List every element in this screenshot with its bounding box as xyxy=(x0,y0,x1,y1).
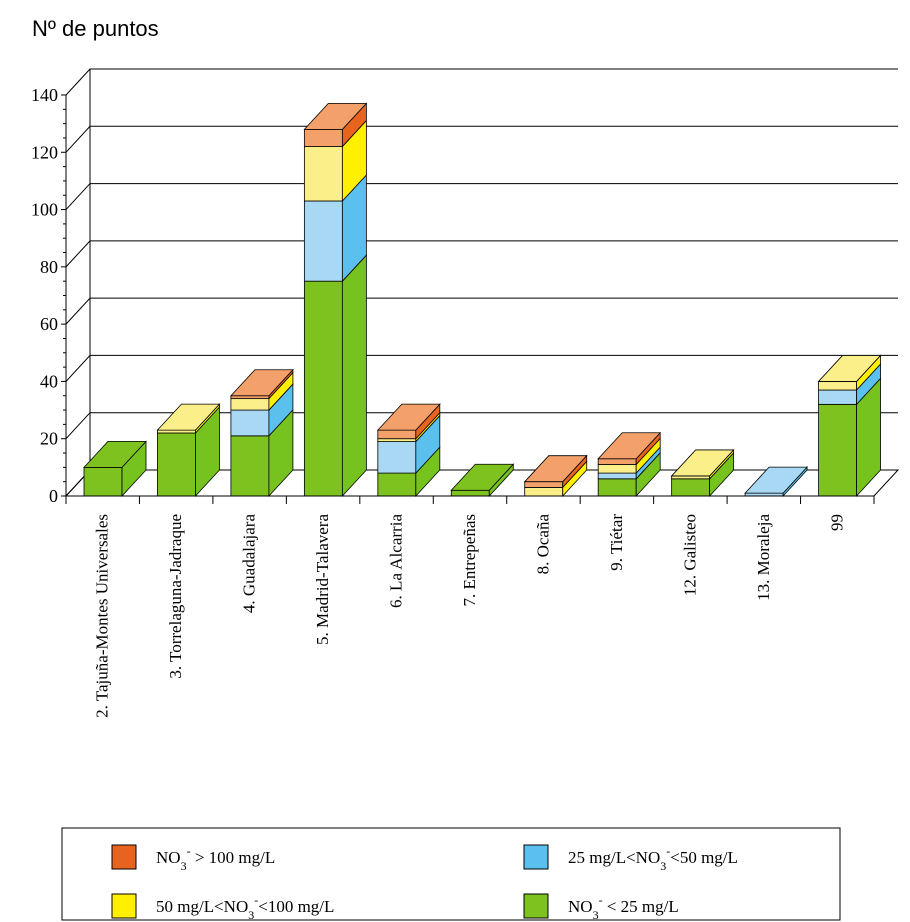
legend-swatch xyxy=(523,893,549,919)
bar-segment-front xyxy=(818,403,857,497)
gridline xyxy=(65,240,898,268)
y-axis: 0 20 40 60 80 100 120 140 xyxy=(31,85,67,506)
bars xyxy=(83,102,882,498)
y-tick-label: 20 xyxy=(40,429,58,449)
bar-top-face xyxy=(744,466,809,494)
x-tick-label: 7. Entrepeñas xyxy=(460,514,479,607)
legend-label: 25 mg/L<NO3-<50 mg/L xyxy=(568,844,738,873)
y-tick-label: 60 xyxy=(40,314,58,334)
bar-stack xyxy=(229,368,294,498)
bar-stack xyxy=(450,463,515,498)
bar-segment-front xyxy=(524,487,564,497)
bar-top-face xyxy=(817,355,882,382)
bar-stack xyxy=(744,466,809,498)
x-tick-label: 2. Tajuña-Montes Universales xyxy=(93,514,112,718)
gridline xyxy=(65,297,898,325)
bar-stack xyxy=(156,403,221,498)
bar-top-face xyxy=(670,449,735,477)
bar-segment-side xyxy=(341,254,367,498)
x-tick-label: 99 xyxy=(827,514,846,531)
y-axis-title: Nº de puntos xyxy=(32,16,159,41)
x-tick-label: 4. Guadalajara xyxy=(240,514,259,614)
bar-top-face xyxy=(229,369,294,397)
bar-segment-front xyxy=(818,381,857,391)
x-axis: 2. Tajuña-Montes Universales 3. Torrelagu… xyxy=(65,495,875,718)
bar-segment-front xyxy=(377,472,417,497)
gridline xyxy=(65,354,898,382)
x-tick-label: 8. Ocaña xyxy=(533,514,552,575)
legend: NO3- > 100 mg/L 25 mg/L<NO3-<50 mg/L 50 mg… xyxy=(61,827,841,922)
bar-segment-front xyxy=(671,478,711,497)
legend-swatch xyxy=(523,844,549,870)
y-tick-label: 40 xyxy=(40,371,58,391)
gridline xyxy=(65,68,898,96)
bar-segment-front xyxy=(597,472,637,480)
bar-segment-front xyxy=(450,489,490,497)
bar-segment-front xyxy=(597,464,637,474)
legend-label: NO3- > 100 mg/L xyxy=(156,844,275,873)
bar-segment-front xyxy=(671,475,711,480)
bar-top-face xyxy=(83,440,147,468)
gridline xyxy=(65,412,898,440)
bar-segment-front xyxy=(303,280,343,497)
x-tick-label: 13. Moraleja xyxy=(754,514,773,601)
bar-segment-front xyxy=(597,478,637,497)
bar-segment-front xyxy=(157,432,196,497)
bar-top-face xyxy=(597,432,662,460)
bar-segment-front xyxy=(83,466,123,497)
legend-swatch xyxy=(111,893,137,919)
bar-segment-front xyxy=(377,438,417,442)
legend-label: NO3- < 25 mg/L xyxy=(568,893,679,922)
x-tick-label: 9. Tiétar xyxy=(607,514,626,571)
y-tick-label: 0 xyxy=(49,486,58,506)
y-tick-label: 140 xyxy=(31,85,58,105)
bar-stack xyxy=(670,448,735,498)
legend-label: 50 mg/L<NO3-<100 mg/L xyxy=(156,893,334,922)
y-tick-label: 80 xyxy=(40,257,58,277)
bar-segment-front xyxy=(230,398,270,411)
gridline xyxy=(65,125,898,153)
x-tick-label: 3. Torrelaguna-Jadraque xyxy=(166,514,185,679)
bar-top-face xyxy=(450,463,515,491)
bar-stack xyxy=(597,431,662,498)
legend-box xyxy=(61,827,841,921)
bar-stack xyxy=(376,403,441,498)
bar-stack xyxy=(523,454,588,498)
bar-segment-front xyxy=(377,429,417,440)
bar-top-face xyxy=(376,403,441,431)
y-tick-label: 100 xyxy=(31,200,58,220)
bar-segment-front xyxy=(157,429,196,434)
bar-segment-front xyxy=(597,458,637,465)
bar-segment-front xyxy=(230,409,270,437)
legend-swatch xyxy=(111,844,137,870)
bar-segment-front xyxy=(818,389,857,405)
bar-segment-front xyxy=(303,146,343,202)
x-tick-label: 6. La Alcarria xyxy=(387,514,406,608)
bar-top-face xyxy=(156,403,221,431)
bar-segment-front xyxy=(230,435,270,497)
bar-stack xyxy=(817,354,882,498)
bar-top-face xyxy=(303,102,368,130)
y-tick-label: 120 xyxy=(31,142,58,162)
bar-segment-front xyxy=(524,481,564,488)
bar-segment-front xyxy=(303,200,343,282)
x-tick-label: 12. Galisteo xyxy=(680,514,699,596)
bar-segment-front xyxy=(303,128,343,147)
bar-segment-front xyxy=(377,441,417,474)
bar-stack xyxy=(83,440,147,498)
x-tick-label: 5. Madrid-Talavera xyxy=(313,514,332,645)
gridline xyxy=(65,183,898,210)
bar-stack xyxy=(303,102,368,498)
bar-segment-front xyxy=(230,395,270,400)
gridlines xyxy=(65,68,898,440)
bar-top-face xyxy=(523,455,588,483)
